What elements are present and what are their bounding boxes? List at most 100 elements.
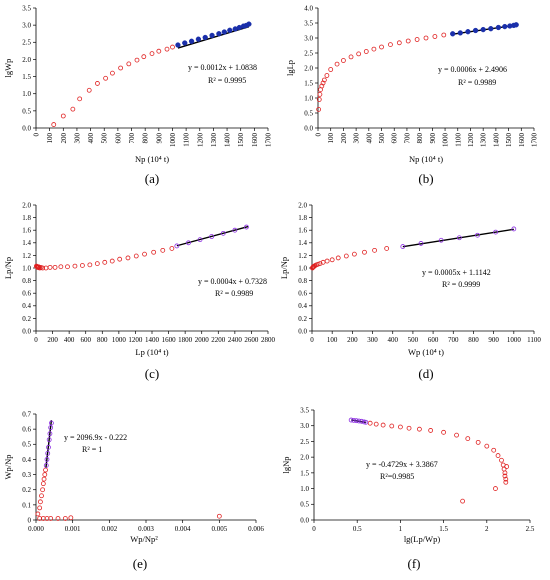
data-point	[68, 515, 74, 521]
data-point	[321, 77, 327, 83]
x-tick-label: 1100	[454, 133, 462, 147]
data-point	[246, 21, 252, 27]
data-point	[488, 26, 494, 32]
y-tick-label: 1.8	[298, 214, 307, 222]
data-point	[503, 476, 509, 482]
data-point	[389, 423, 395, 429]
data-point	[188, 38, 195, 44]
x-tick-label: 800	[142, 133, 150, 144]
data-point	[87, 262, 93, 268]
data-point	[329, 257, 335, 263]
data-point	[495, 24, 502, 31]
data-point	[186, 240, 191, 246]
x-tick-label: 0	[312, 525, 316, 533]
x-tick-label: 1000	[112, 336, 127, 344]
data-point	[244, 224, 249, 230]
data-point	[149, 51, 155, 56]
x-tick-label: 700	[403, 133, 411, 144]
data-point	[133, 253, 139, 259]
x-tick-label: 600	[114, 133, 122, 144]
y-axis-label: lgLp	[285, 60, 295, 76]
data-point	[182, 40, 188, 46]
x-tick-label: 1700	[265, 133, 273, 148]
data-point	[216, 31, 222, 37]
fit-equation: y = 0.0012x + 1.0838	[188, 63, 257, 72]
data-point	[43, 467, 48, 473]
data-point	[118, 65, 124, 71]
x-tick-label: 700	[128, 133, 136, 144]
x-tick-label: 1800	[178, 336, 193, 344]
chart-panel-d: 0.0 0.2 0.4 0.6 0.8 1.0 1.2 1.4 1.6 1.8 2.0 0 100 200…	[279, 201, 541, 381]
x-tick-label: 2600	[244, 336, 259, 344]
y-tick-label: 0.4	[298, 302, 307, 310]
fit-r-squared: R² = 0.9989	[215, 289, 253, 298]
data-point	[48, 516, 54, 521]
data-point	[475, 232, 480, 238]
data-point	[502, 23, 508, 30]
fit-r-squared: R² = 0.9995	[208, 76, 246, 85]
x-tick-label: 200	[340, 133, 348, 144]
data-point	[480, 26, 486, 33]
x-tick-label: 900	[488, 336, 499, 344]
x-tick-label: 2200	[211, 336, 226, 344]
data-point	[117, 256, 123, 262]
y-tick-label: 1.5	[300, 469, 309, 477]
x-tick-label: 500	[408, 336, 419, 344]
fit-line	[402, 228, 514, 248]
data-point	[428, 428, 434, 433]
data-point	[80, 263, 85, 268]
x-tick-label: 100	[327, 336, 338, 344]
data-point	[388, 42, 393, 47]
data-point	[441, 429, 447, 435]
x-tick-label: 400	[87, 133, 95, 144]
data-point	[60, 113, 66, 119]
data-point	[380, 422, 386, 428]
y-tick-label: 3.5	[304, 19, 313, 27]
data-point	[363, 419, 369, 425]
data-point	[511, 226, 517, 232]
x-tick-label: 0.004	[175, 525, 191, 533]
panel-label: (c)	[145, 366, 159, 381]
x-tick-label: 1	[399, 525, 403, 533]
x-tick-label: 1600	[251, 133, 259, 148]
y-tick-label: 0.8	[22, 277, 31, 285]
y-tick-label: 0.0	[22, 124, 31, 132]
data-point	[454, 432, 459, 438]
x-tick-label: 300	[73, 133, 81, 144]
data-point	[373, 421, 379, 427]
y-tick-label: 3.0	[300, 422, 309, 430]
fit-r-squared: R²=0.9985	[380, 472, 414, 481]
data-point	[335, 255, 341, 261]
chart-panel-e: 0 0.1 0.2 0.3 0.4 0.5 0.6 0.7 0.000 0.001 0.002 0.0…	[3, 410, 264, 571]
panel-label: (f)	[408, 556, 421, 571]
y-tick-label: 0.6	[22, 290, 31, 298]
data-point	[504, 464, 510, 469]
data-point	[141, 54, 147, 60]
x-tick-label: 0	[315, 133, 323, 137]
data-point	[41, 476, 47, 482]
data-point	[432, 34, 438, 39]
y-tick-label: 0.8	[298, 277, 307, 285]
x-tick-label: 600	[428, 336, 439, 344]
x-tick-label: 2800	[261, 336, 276, 344]
x-tick-label: 400	[64, 336, 75, 344]
fit-equation: y = 0.0005x + 1.1142	[422, 268, 491, 277]
data-point	[493, 486, 498, 491]
data-point	[450, 31, 456, 37]
data-point	[328, 67, 334, 72]
y-tick-label: 0.5	[300, 501, 309, 509]
data-point	[134, 57, 140, 63]
data-point	[456, 235, 462, 241]
fit-equation: y = 2096.9x - 0.222	[64, 433, 127, 442]
y-tick-label: 0.5	[22, 441, 31, 449]
x-tick-label: 2000	[195, 336, 210, 344]
data-point	[414, 37, 420, 42]
x-tick-label: 300	[353, 133, 361, 144]
y-tick-label: 0.2	[22, 315, 31, 323]
data-point	[47, 264, 53, 270]
data-point	[156, 48, 162, 54]
fit-equation: y = 0.0006x + 2.4906	[438, 65, 507, 74]
data-point	[316, 107, 322, 112]
y-tick-label: 0.0	[298, 327, 307, 335]
